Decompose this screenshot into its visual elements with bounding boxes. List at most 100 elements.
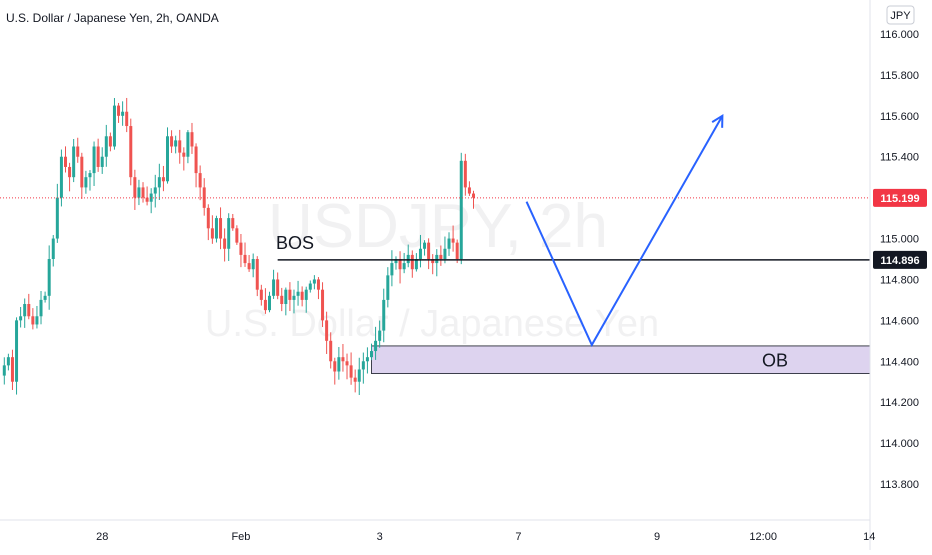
candle-body	[276, 279, 280, 296]
candle	[35, 305, 39, 329]
candle	[333, 357, 337, 385]
candle-body	[451, 238, 455, 243]
candle	[243, 242, 247, 267]
candle	[304, 286, 308, 313]
candle-body	[10, 357, 14, 382]
candle-body	[288, 289, 292, 300]
candle	[43, 291, 47, 303]
candle	[64, 146, 67, 173]
candle-body	[467, 187, 471, 194]
candle-body	[19, 316, 23, 321]
candle-body	[27, 304, 31, 317]
candle	[374, 326, 378, 360]
candle-body	[349, 365, 353, 378]
candle-body	[43, 295, 47, 300]
projection-arrowhead	[711, 114, 724, 128]
bos-label: BOS	[276, 233, 314, 253]
candle-body	[178, 140, 182, 153]
candle	[272, 269, 276, 299]
candle	[214, 215, 218, 243]
candle	[186, 130, 190, 164]
candle	[263, 288, 267, 314]
currency-badge[interactable]	[886, 5, 915, 25]
y-tick-label: 114.000	[880, 438, 919, 450]
candle-body	[308, 283, 312, 290]
candle-body	[427, 242, 431, 259]
candle	[125, 97, 129, 133]
candle-body	[374, 340, 378, 352]
candle-body	[145, 197, 149, 202]
candle-body	[214, 218, 218, 239]
candle	[6, 353, 10, 371]
y-tick-label: 115.400	[880, 152, 919, 164]
candle-body	[423, 242, 427, 249]
current-price-tag-text: 115.199	[880, 193, 919, 205]
candle	[292, 289, 296, 314]
candle	[206, 204, 210, 241]
candle-body	[100, 156, 104, 167]
candle-body	[406, 254, 410, 264]
candle-body	[80, 156, 84, 188]
candle-body	[251, 259, 255, 270]
candle	[178, 129, 182, 164]
candle	[51, 235, 55, 267]
candle	[341, 344, 345, 372]
candle	[410, 250, 414, 278]
candle	[435, 249, 439, 277]
projection-path[interactable]	[525, 115, 724, 348]
x-tick-label: 7	[515, 531, 521, 543]
symbol-watermark: USDJPY, 2h	[268, 192, 608, 261]
candle-body	[72, 146, 76, 178]
candle-body	[353, 377, 357, 382]
candle-body	[117, 105, 121, 116]
bos-price-tag: 114.896	[873, 250, 927, 269]
candle-body	[472, 193, 475, 198]
chart-title: U.S. Dollar / Japanese Yen, 2h, OANDA	[6, 11, 219, 25]
candle	[149, 188, 153, 214]
candle-body	[345, 361, 349, 366]
candle-body	[84, 177, 88, 188]
x-tick-label: 12:00	[749, 531, 777, 543]
candle-body	[361, 361, 365, 370]
candle	[235, 225, 239, 245]
candle	[129, 118, 133, 186]
candle	[68, 162, 72, 192]
candle	[427, 238, 431, 270]
candle	[121, 101, 125, 126]
candle	[276, 272, 280, 300]
candle	[259, 284, 263, 306]
candle	[174, 135, 178, 154]
candle	[190, 122, 194, 154]
order-block-zone[interactable]	[371, 345, 871, 374]
candle-body	[137, 187, 141, 198]
candle	[161, 165, 165, 192]
candle	[27, 293, 31, 320]
candle-body	[414, 259, 418, 270]
candle	[166, 127, 169, 184]
candle-body	[55, 197, 59, 239]
candle-body	[316, 279, 320, 290]
y-tick-label: 114.800	[880, 274, 919, 286]
candle	[39, 290, 43, 325]
candle-body	[223, 238, 227, 249]
x-tick-label: 9	[654, 531, 660, 543]
candle	[223, 228, 227, 262]
candle-body	[435, 254, 439, 264]
candle	[96, 138, 100, 172]
candle-body	[206, 207, 210, 229]
current-price-tag: 115.199	[873, 188, 927, 207]
candle	[108, 132, 112, 152]
candle	[337, 347, 341, 380]
candle	[31, 308, 35, 330]
candle-body	[329, 340, 333, 362]
candle-body	[161, 177, 165, 182]
candle	[316, 277, 320, 300]
candle-body	[112, 105, 116, 147]
candle	[80, 152, 84, 199]
candle-body	[194, 146, 198, 174]
candle	[447, 232, 451, 256]
candle	[145, 186, 149, 206]
candle	[117, 102, 121, 123]
candle-body	[268, 295, 271, 311]
